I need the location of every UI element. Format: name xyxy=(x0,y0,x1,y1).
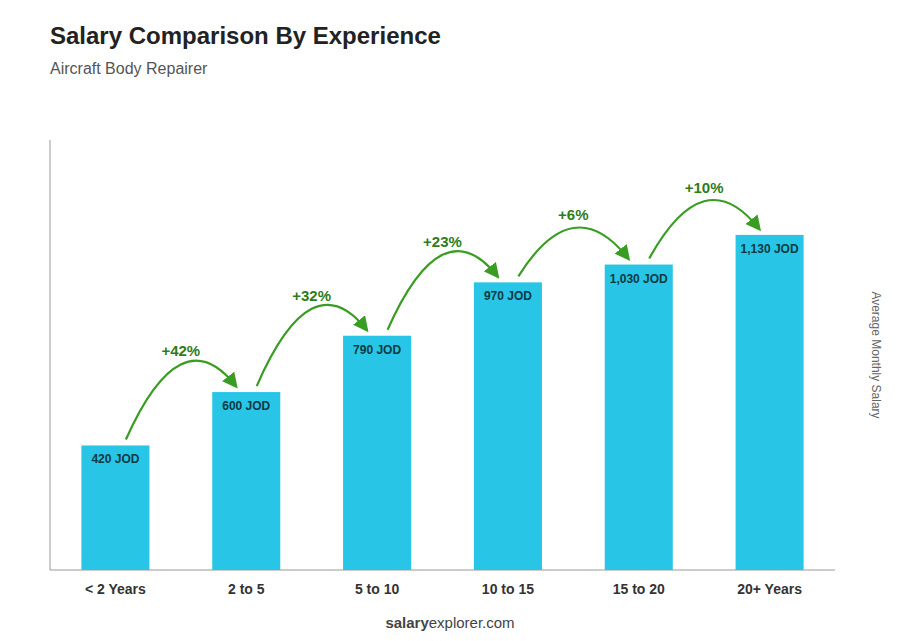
bar xyxy=(343,336,411,570)
subtitle: Aircraft Body Repairer xyxy=(50,60,208,77)
annotation: +23% xyxy=(423,233,462,250)
watermark-part: salary xyxy=(385,614,429,631)
data-label: 420 JOD xyxy=(91,452,139,466)
x-tick-label: < 2 Years xyxy=(85,581,146,597)
data-label: 600 JOD xyxy=(222,399,270,413)
x-tick-label: 5 to 10 xyxy=(355,581,400,597)
data-label: 970 JOD xyxy=(484,289,532,303)
annotation: +6% xyxy=(558,206,588,223)
chart: Salary Comparison By Experience Aircraft … xyxy=(0,0,900,641)
x-tick-label: 2 to 5 xyxy=(228,581,265,597)
watermark: salaryexplorer.com xyxy=(385,614,514,631)
bar xyxy=(605,265,673,570)
data-label: 1,130 JOD xyxy=(741,242,799,256)
annotation-arrow xyxy=(257,305,367,386)
annotation-arrow xyxy=(388,251,498,330)
annotation-arrow xyxy=(518,227,628,276)
bar xyxy=(474,282,542,570)
annotation: +32% xyxy=(292,287,331,304)
watermark-part: explorer.com xyxy=(429,614,515,631)
title: Salary Comparison By Experience xyxy=(50,22,441,49)
annotation: +10% xyxy=(685,179,724,196)
x-tick-label: 10 to 15 xyxy=(482,581,534,597)
annotation-arrow xyxy=(126,361,236,440)
bar xyxy=(81,445,149,570)
annotation-arrow xyxy=(649,200,759,259)
x-tick-label: 20+ Years xyxy=(737,581,802,597)
y-axis-line xyxy=(50,140,51,570)
x-tick-label: 15 to 20 xyxy=(613,581,665,597)
bar xyxy=(212,392,280,570)
y-axis-label: Average Monthly Salary xyxy=(869,291,883,418)
annotation: +42% xyxy=(161,342,200,359)
bar xyxy=(736,235,804,570)
data-label: 790 JOD xyxy=(353,343,401,357)
x-axis-line xyxy=(50,570,835,571)
data-label: 1,030 JOD xyxy=(610,272,668,286)
